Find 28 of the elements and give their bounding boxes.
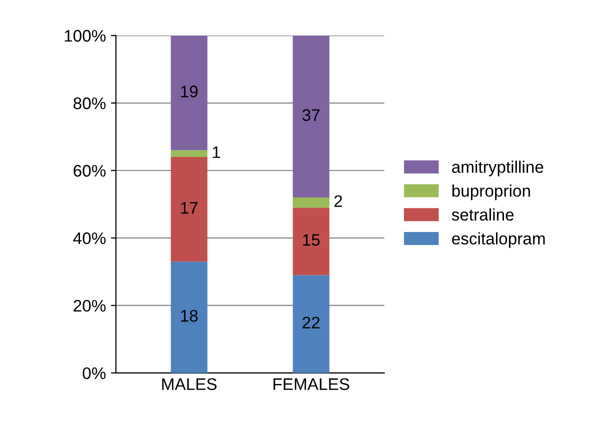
bar [292,197,330,208]
bar [292,275,330,373]
annotation: 37 [302,109,320,121]
annotation: 22 [302,316,320,328]
bar [170,36,208,150]
annotation: 15 [303,234,320,246]
bar [292,36,330,198]
y-tick-label: 80% [74,97,106,110]
annotation: 1 [212,146,220,158]
bar [292,208,330,276]
legend-label: setraline [452,208,514,221]
y-tick-label: 20% [74,300,106,312]
y-tick-label: 60% [74,164,106,177]
legend-label: escitalopram [452,232,545,248]
x-tick-label: FEMALES [274,378,350,390]
annotation: 18 [181,310,198,322]
bar [170,262,208,373]
annotation: 17 [181,202,198,214]
x-tick-label: MALES [162,378,217,390]
y-tick-label: 0% [82,367,106,380]
annotation: 2 [334,195,342,207]
y-tick-label: 40% [73,232,106,244]
bar [170,150,208,157]
legend-label: amitryptilline [452,160,544,176]
bar [170,157,208,262]
annotation: 19 [181,86,198,98]
legend-label: buproprion [452,184,530,200]
y-tick-label: 100% [64,30,106,42]
